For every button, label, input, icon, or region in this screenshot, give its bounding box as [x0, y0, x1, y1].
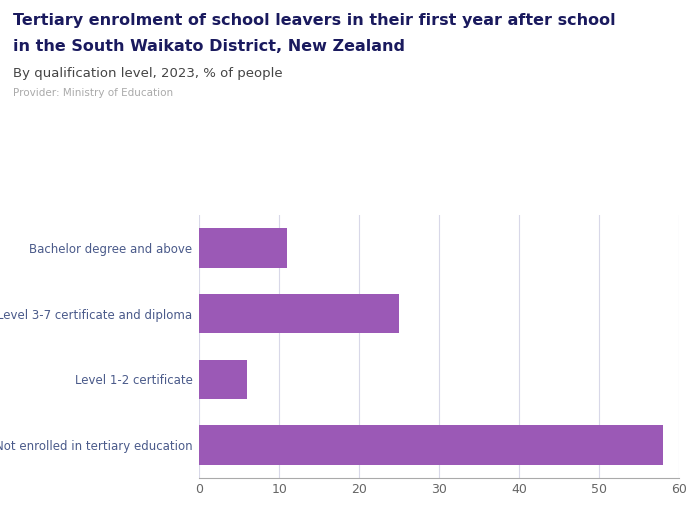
Text: Provider: Ministry of Education: Provider: Ministry of Education	[13, 88, 173, 98]
Text: By qualification level, 2023, % of people: By qualification level, 2023, % of peopl…	[13, 67, 282, 80]
Text: in the South Waikato District, New Zealand: in the South Waikato District, New Zeala…	[13, 39, 405, 55]
Bar	[199, 294, 399, 333]
Bar	[199, 228, 288, 268]
Text: Tertiary enrolment of school leavers in their first year after school: Tertiary enrolment of school leavers in …	[13, 13, 615, 28]
Text: figure.nz: figure.nz	[585, 19, 662, 34]
Bar	[199, 360, 247, 399]
Bar	[199, 425, 663, 465]
